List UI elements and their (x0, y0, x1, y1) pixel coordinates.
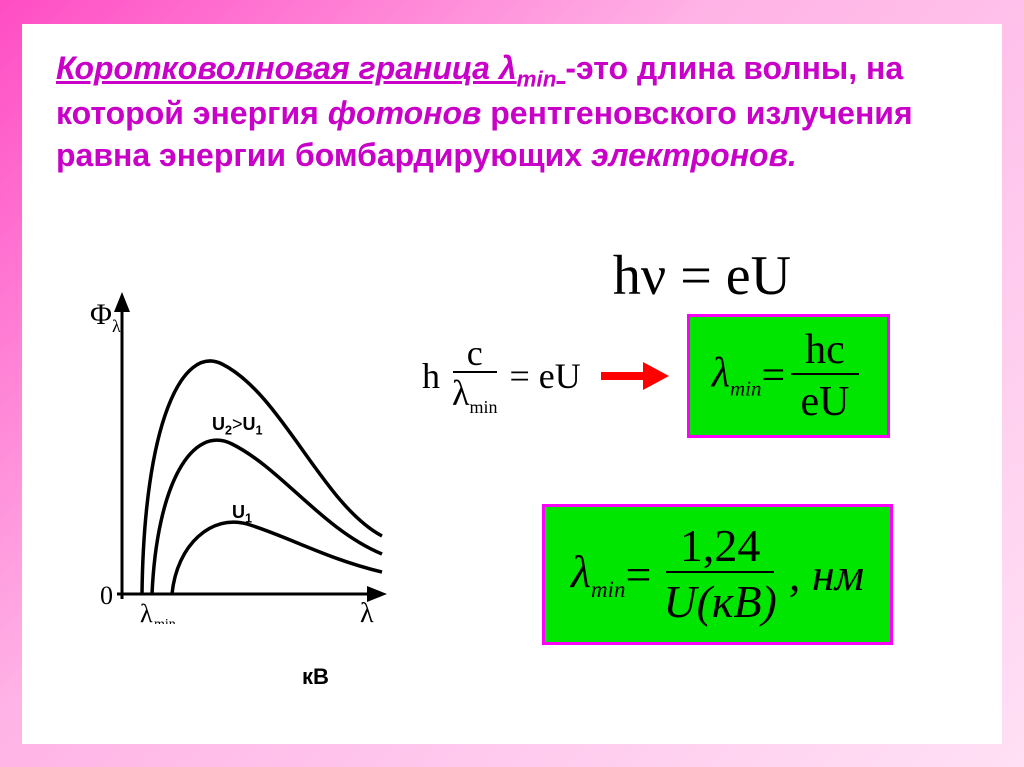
title-sub: min (517, 66, 557, 91)
svg-text:Φ: Φ (90, 298, 112, 331)
title-p5: электронов. (591, 137, 797, 173)
svg-text:λ: λ (140, 599, 153, 624)
curve-label-u2: U2>U1 (212, 414, 263, 438)
equation-row: h c λmin = eU λmin = hc (402, 314, 982, 438)
formula-box-lambda-numeric: λmin = 1,24 U(кВ) , нм (542, 504, 893, 645)
eq2-h: h (422, 355, 440, 397)
spectrum-chart: 0 Φ λ λ min λ U2>U1 U1 кВ (72, 284, 432, 704)
box1-num: hc (791, 327, 859, 375)
kv-label: кВ (302, 664, 329, 690)
arrow-icon (599, 358, 669, 394)
box2-lambda: λmin (571, 545, 625, 603)
box1-den: eU (794, 375, 855, 425)
svg-text:λ: λ (360, 598, 374, 624)
box2-unit: , нм (789, 548, 864, 601)
eq2-num: c (453, 335, 497, 373)
title-p1: Коротковолновая граница λ (56, 50, 517, 86)
equation-hv-eu: hν = eU (422, 244, 982, 308)
equation-hc-lambda: h c λmin = eU (422, 335, 581, 416)
box1-eq: = (761, 352, 785, 400)
title-text: Коротковолновая граница λmin -это длина … (56, 48, 968, 177)
eq2-right: = eU (509, 355, 580, 397)
formula-box-lambda-hc-eu: λmin = hc eU (687, 314, 890, 438)
box2-eq: = (625, 548, 651, 601)
title-underlined: Коротковолновая граница λmin (56, 50, 565, 86)
slide-container: Коротковолновая граница λmin -это длина … (22, 24, 1002, 744)
origin-label: 0 (100, 581, 113, 610)
box1-lambda: λmin (712, 349, 762, 401)
equation-area: hν = eU h c λmin = eU λmin (402, 244, 982, 438)
eq2-den: λmin (446, 373, 503, 416)
svg-text:min: min (154, 617, 176, 624)
box2-den: U(кВ) (657, 573, 782, 628)
svg-text:λ: λ (112, 316, 121, 336)
chart-svg: 0 Φ λ λ min λ (72, 284, 392, 624)
curve-label-u1: U1 (232, 502, 252, 526)
title-p3: фотонов (328, 95, 482, 131)
box2-num: 1,24 (666, 521, 775, 574)
